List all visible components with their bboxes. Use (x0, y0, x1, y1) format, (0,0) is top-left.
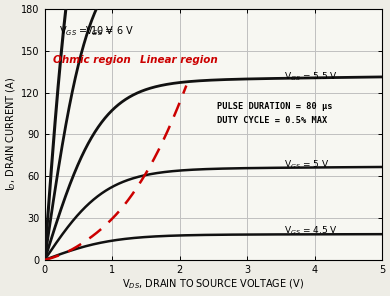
Text: PULSE DURATION = 80 μs
DUTY CYCLE = 0.5% MAX: PULSE DURATION = 80 μs DUTY CYCLE = 0.5%… (217, 102, 332, 125)
Text: V$_{GS}$ = 5.5 V: V$_{GS}$ = 5.5 V (284, 71, 338, 83)
Text: Ohmic region: Ohmic region (53, 55, 130, 65)
Y-axis label: I$_{D}$, DRAIN CURRENT (A): I$_{D}$, DRAIN CURRENT (A) (5, 77, 18, 192)
Text: Linear region: Linear region (140, 55, 218, 65)
Text: V$_{GS}$ = 4.5 V: V$_{GS}$ = 4.5 V (284, 224, 338, 237)
Text: V$_{GS}$ = 6 V: V$_{GS}$ = 6 V (85, 24, 134, 38)
X-axis label: V$_{DS}$, DRAIN TO SOURCE VOLTAGE (V): V$_{DS}$, DRAIN TO SOURCE VOLTAGE (V) (122, 278, 304, 291)
Text: V$_{GS}$ = 5 V: V$_{GS}$ = 5 V (284, 159, 330, 171)
Text: V$_{GS}$ = 10 V: V$_{GS}$ = 10 V (59, 24, 115, 38)
